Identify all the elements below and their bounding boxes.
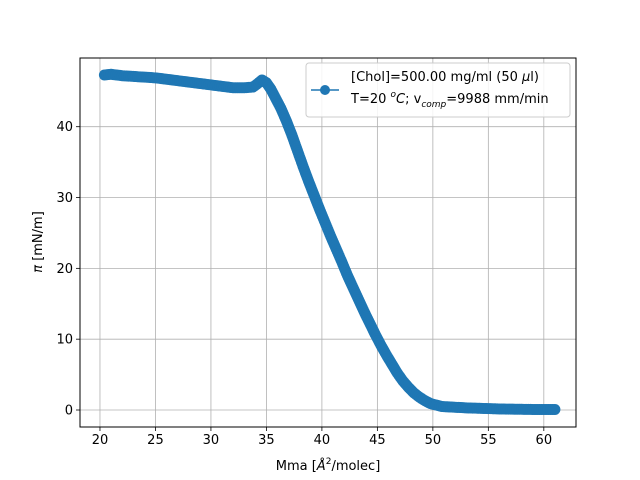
plot-frame <box>79 57 577 428</box>
legend-marker <box>320 85 330 95</box>
x-tick-label: 50 <box>425 433 442 448</box>
x-axis-label: Mma [Å2/molec] <box>276 457 381 474</box>
x-tick-label: 20 <box>92 433 109 448</box>
legend: [Chol]=500.00 mg/ml (50 μl) T=20 oC; vco… <box>305 62 571 118</box>
x-tick-label: 40 <box>314 433 331 448</box>
data-point <box>549 404 561 416</box>
x-tick-label: 35 <box>258 433 275 448</box>
x-tick-label: 25 <box>147 433 164 448</box>
x-tick-label: 55 <box>480 433 497 448</box>
legend-label-line1: [Chol]=500.00 mg/ml (50 μl) <box>351 70 539 85</box>
y-tick-label: 20 <box>56 262 73 277</box>
legend-label-line2: T=20 oC; vcomp=9988 mm/min <box>350 90 549 110</box>
y-axis-label: π [mN/m] <box>31 211 46 273</box>
x-tick-label: 45 <box>369 433 386 448</box>
x-tick-label: 30 <box>203 433 220 448</box>
y-tick-label: 40 <box>56 120 73 135</box>
legend-box <box>305 62 571 118</box>
x-axis-ticks: 20 25 30 35 40 45 50 55 60 <box>92 427 552 448</box>
y-tick-label: 0 <box>65 404 73 419</box>
data-series <box>98 68 561 416</box>
x-tick-label: 60 <box>536 433 553 448</box>
y-axis-ticks: 0 10 20 30 40 <box>56 120 80 419</box>
y-tick-label: 10 <box>56 333 73 348</box>
y-tick-label: 30 <box>56 191 73 206</box>
